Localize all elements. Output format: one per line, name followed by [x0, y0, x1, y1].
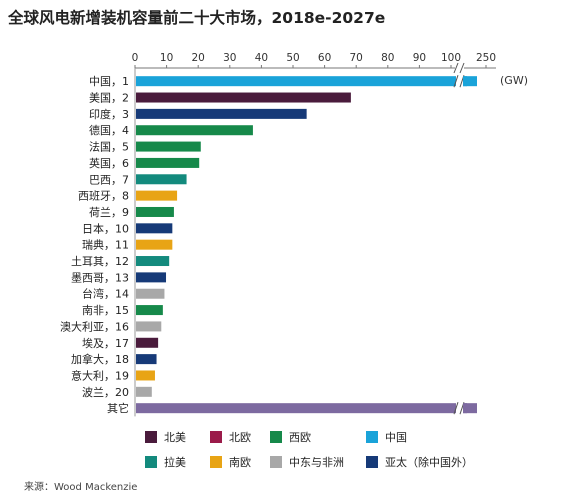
legend-item: 拉美 — [145, 455, 186, 469]
legend-label: 北欧 — [229, 431, 251, 444]
legend-swatch — [145, 431, 157, 443]
x-tick-label: 250 — [476, 52, 496, 64]
bar — [136, 305, 163, 316]
x-tick-label: 0 — [132, 52, 139, 64]
x-tick-label: 50 — [286, 52, 299, 64]
bar — [136, 206, 174, 217]
category-label: 法国，5 — [89, 140, 129, 154]
x-tick-label: 70 — [350, 52, 363, 64]
x-tick-label: 30 — [223, 52, 236, 64]
bar-segment — [463, 403, 477, 414]
bar-break-mark — [453, 75, 477, 88]
x-tick-label: 60 — [318, 52, 331, 64]
bar — [136, 157, 200, 168]
legend-item: 亚太（除中国外） — [366, 455, 473, 469]
category-labels: 中国，1 美国，2 印度，3 德国，4 法国，5 英国，6 巴西，7 西班牙，8 荷兰，9 日本，… — [60, 75, 129, 415]
axis-break-mark — [453, 62, 465, 74]
x-tick-label: 20 — [192, 52, 205, 64]
category-label: 墨西哥，13 — [71, 271, 129, 284]
legend-label: 拉美 — [164, 455, 186, 469]
x-tick-label: 100 — [441, 52, 461, 64]
bar — [136, 386, 152, 397]
legend-swatch — [210, 456, 222, 468]
category-label: 荷兰，9 — [89, 206, 129, 219]
chart-axes: 0 10 20 30 40 50 60 70 80 90 100 250 (GW) — [132, 52, 528, 417]
category-label: 德国，4 — [89, 123, 129, 137]
legend-swatch — [366, 456, 378, 468]
category-label: 中国，1 — [89, 75, 129, 88]
category-label: 澳大利亚，16 — [60, 319, 129, 333]
legend-item: 北美 — [145, 431, 186, 444]
category-label: 南非，15 — [82, 304, 129, 317]
legend-item: 南欧 — [210, 456, 251, 469]
bar — [136, 125, 253, 136]
bar — [136, 256, 170, 267]
legend-item: 西欧 — [270, 431, 311, 444]
chart-bars — [136, 75, 477, 415]
bar — [136, 174, 187, 185]
category-label: 巴西，7 — [89, 173, 129, 186]
legend-label: 西欧 — [289, 431, 311, 444]
legend-item: 中东与非洲 — [270, 456, 344, 469]
bar-segment — [463, 76, 477, 87]
legend-swatch — [270, 456, 282, 468]
legend-item: 北欧 — [210, 431, 251, 444]
bar-break-mark — [453, 402, 477, 415]
legend-swatch — [210, 431, 222, 443]
bar — [136, 288, 165, 299]
bar — [136, 190, 178, 201]
source-note: 来源：Wood Mackenzie — [24, 482, 138, 493]
unit-label: (GW) — [500, 74, 528, 87]
bar — [136, 223, 173, 234]
bar — [136, 108, 307, 119]
category-label: 台湾，14 — [82, 287, 129, 301]
category-label: 加拿大，18 — [71, 352, 129, 366]
bar — [136, 403, 467, 414]
category-label: 瑞典，11 — [82, 238, 129, 252]
bar — [136, 76, 467, 87]
category-label: 美国，2 — [89, 92, 129, 105]
category-label: 波兰，20 — [82, 386, 129, 399]
legend-label: 北美 — [164, 431, 186, 444]
bar — [136, 370, 155, 381]
category-label: 西班牙，8 — [78, 190, 129, 203]
category-label: 土耳其，12 — [71, 255, 129, 268]
chart-title: 全球风电新增装机容量前二十大市场，2018e-2027e — [8, 9, 386, 27]
legend-swatch — [366, 431, 378, 443]
bar — [136, 354, 157, 365]
bar — [136, 141, 201, 152]
bar — [136, 272, 167, 283]
category-label: 埃及，17 — [82, 336, 129, 350]
category-label: 印度，3 — [89, 107, 129, 121]
legend-label: 南欧 — [229, 456, 251, 469]
category-label: 其它 — [107, 401, 129, 415]
legend-swatch — [270, 431, 282, 443]
bar — [136, 321, 162, 332]
category-label: 英国，6 — [89, 156, 129, 170]
x-tick-label: 40 — [255, 52, 268, 64]
x-tick-label: 90 — [413, 52, 426, 64]
category-label: 意大利，19 — [71, 368, 129, 382]
bar — [136, 92, 351, 103]
bar — [136, 337, 159, 348]
category-label: 日本，10 — [82, 221, 129, 235]
legend-label: 中东与非洲 — [289, 456, 344, 469]
legend-swatch — [145, 456, 157, 468]
bar — [136, 239, 173, 250]
x-tick-label: 10 — [160, 52, 173, 64]
legend-label: 亚太（除中国外） — [385, 455, 473, 469]
legend-label: 中国 — [385, 431, 407, 444]
legend-item: 中国 — [366, 431, 407, 444]
x-tick-label: 80 — [381, 52, 394, 64]
